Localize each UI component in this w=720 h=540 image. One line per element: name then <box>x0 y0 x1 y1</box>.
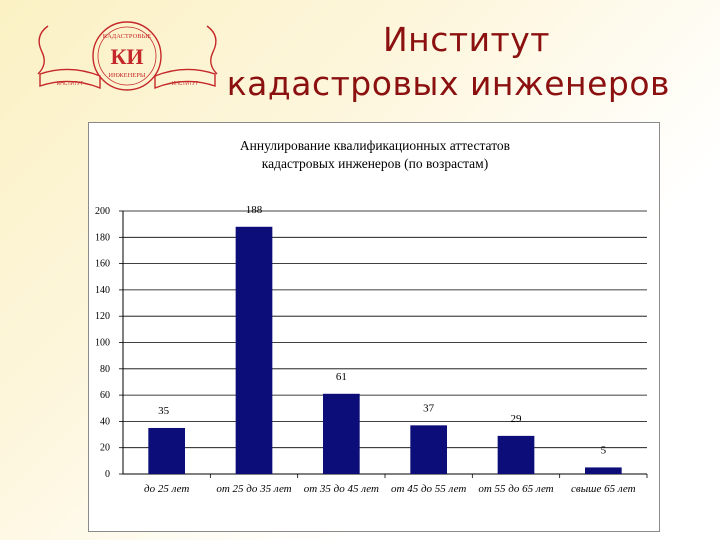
x-tick-label: до 25 лет <box>144 483 189 495</box>
x-tick-label: от 55 до 65 лет <box>478 483 553 495</box>
y-tick-label: 180 <box>95 232 110 243</box>
y-tick-label: 0 <box>105 469 110 480</box>
logo-ribbon-left <box>39 68 101 90</box>
logo-seal-inner-ring <box>97 26 157 86</box>
x-tick-label: от 35 до 45 лет <box>304 483 379 495</box>
logo-monogram: КИ <box>110 44 143 69</box>
data-label: 35 <box>158 405 170 417</box>
chart-panel: Аннулирование квалификационных аттестато… <box>88 122 660 532</box>
logo-ornament-left <box>37 25 49 75</box>
bar-chart: 0 20 40 60 80 100 120 140 160 180 200 35 до 25 лет 18… <box>95 204 648 495</box>
slide-title-line-2: кадастровых инженеров <box>226 64 670 103</box>
y-tick-label: 60 <box>100 390 110 401</box>
data-label: 188 <box>246 204 263 216</box>
institute-logo: КАДАСТРОВЫЕ КИ ИНЖЕНЕРЫ ИНСТИТУТ ИНСТИТУ… <box>37 21 218 91</box>
chart-title-line-1: Аннулирование квалификационных аттестато… <box>239 138 511 153</box>
y-tick-label: 160 <box>95 259 110 270</box>
y-tick-label: 140 <box>95 285 110 296</box>
y-tick-label: 120 <box>95 311 110 322</box>
logo-ornament-right <box>206 25 218 75</box>
y-tick-label: 100 <box>95 338 110 349</box>
data-label: 61 <box>336 371 347 383</box>
bar <box>235 226 273 474</box>
data-label: 37 <box>423 402 435 414</box>
data-label: 29 <box>511 413 523 425</box>
slide-title: Институт кадастровых инженеров <box>180 18 700 106</box>
logo-text-top: КАДАСТРОВЫЕ <box>103 33 152 40</box>
x-tick-label: от 25 до 35 лет <box>216 483 291 495</box>
x-tick-label: свыше 65 лет <box>571 483 636 495</box>
logo-ribbon-right <box>154 68 216 90</box>
y-tick-label: 40 <box>100 416 110 427</box>
logo-seal-ring <box>92 21 162 91</box>
slide-title-line-1: Институт <box>382 20 550 59</box>
y-tick-label: 20 <box>100 443 110 454</box>
data-label: 5 <box>601 444 607 456</box>
logo-text-bottom: ИНЖЕНЕРЫ <box>108 72 145 79</box>
logo-ribbon-text-left: ИНСТИТУТ <box>57 81 84 87</box>
chart-title-line-2: кадастровых инженеров (по возрастам) <box>261 156 489 171</box>
y-tick-label: 80 <box>100 364 110 375</box>
logo-ribbon-text-right: ИНСТИТУТ <box>172 81 199 87</box>
chart-title: Аннулирование квалификационных аттестато… <box>89 137 661 173</box>
y-tick-label: 200 <box>95 206 110 217</box>
bar <box>322 393 360 474</box>
bar <box>497 435 535 474</box>
bar <box>584 467 622 474</box>
x-tick-label: от 45 до 55 лет <box>391 483 466 495</box>
bar <box>148 427 186 474</box>
bar <box>410 425 448 474</box>
